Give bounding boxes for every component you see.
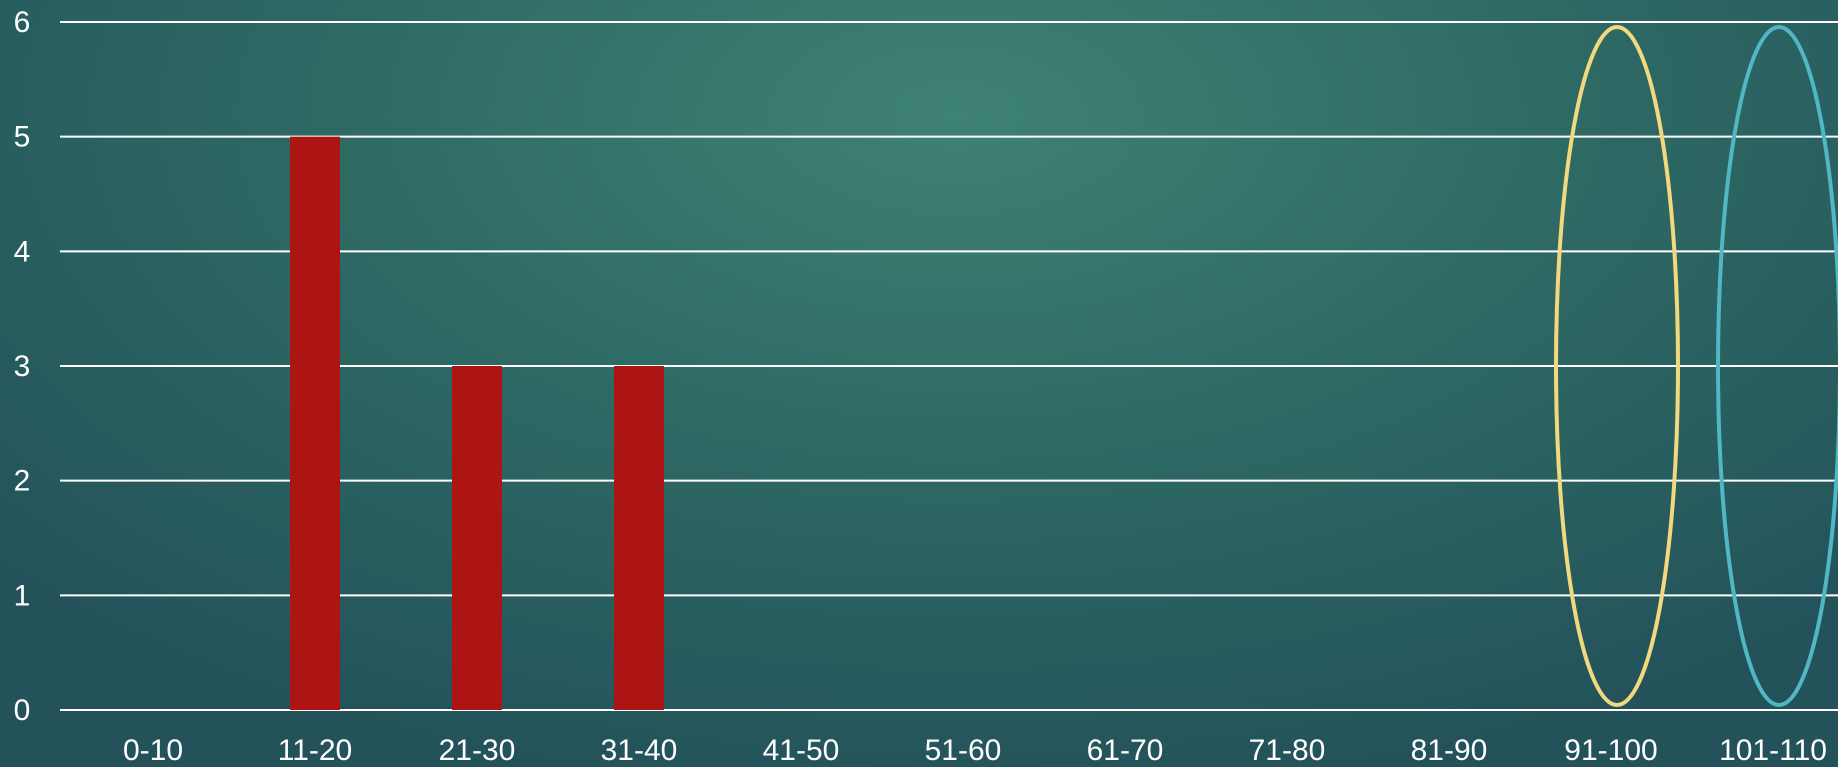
bar-21-30 [452,366,502,710]
y-tick-label: 5 [14,121,31,154]
x-tick-label: 61-70 [1087,734,1164,767]
x-tick-label: 81-90 [1411,734,1488,767]
x-tick-label: 11-20 [278,734,353,767]
x-tick-label: 41-50 [763,734,840,767]
y-tick-label: 3 [14,350,31,383]
x-tick-label: 21-30 [439,734,516,767]
gridlines [60,21,1838,711]
y-tick-label: 2 [14,465,31,498]
y-tick-label: 0 [14,694,31,727]
highlight-ellipse-91-100 [1554,25,1680,707]
bar-31-40 [614,366,664,710]
x-tick-label: 91-100 [1564,734,1657,767]
y-axis-ticks: 0 1 2 3 4 5 6 [14,6,31,727]
x-axis-ticks: 0-10 11-20 21-30 31-40 41-50 51-60 61-70 71-80 8… [123,734,1827,767]
x-tick-label: 71-80 [1249,734,1326,767]
bars [290,136,664,710]
bar-11-20 [290,136,340,710]
y-tick-label: 6 [14,6,31,39]
x-tick-label: 101-110 [1719,734,1827,767]
x-tick-label: 31-40 [601,734,678,767]
x-tick-label: 0-10 [123,734,183,767]
x-tick-label: 51-60 [925,734,1002,767]
highlight-ellipse-101-110 [1716,25,1838,707]
y-tick-label: 1 [14,579,31,612]
y-tick-label: 4 [14,235,31,268]
annotations [1554,25,1838,707]
